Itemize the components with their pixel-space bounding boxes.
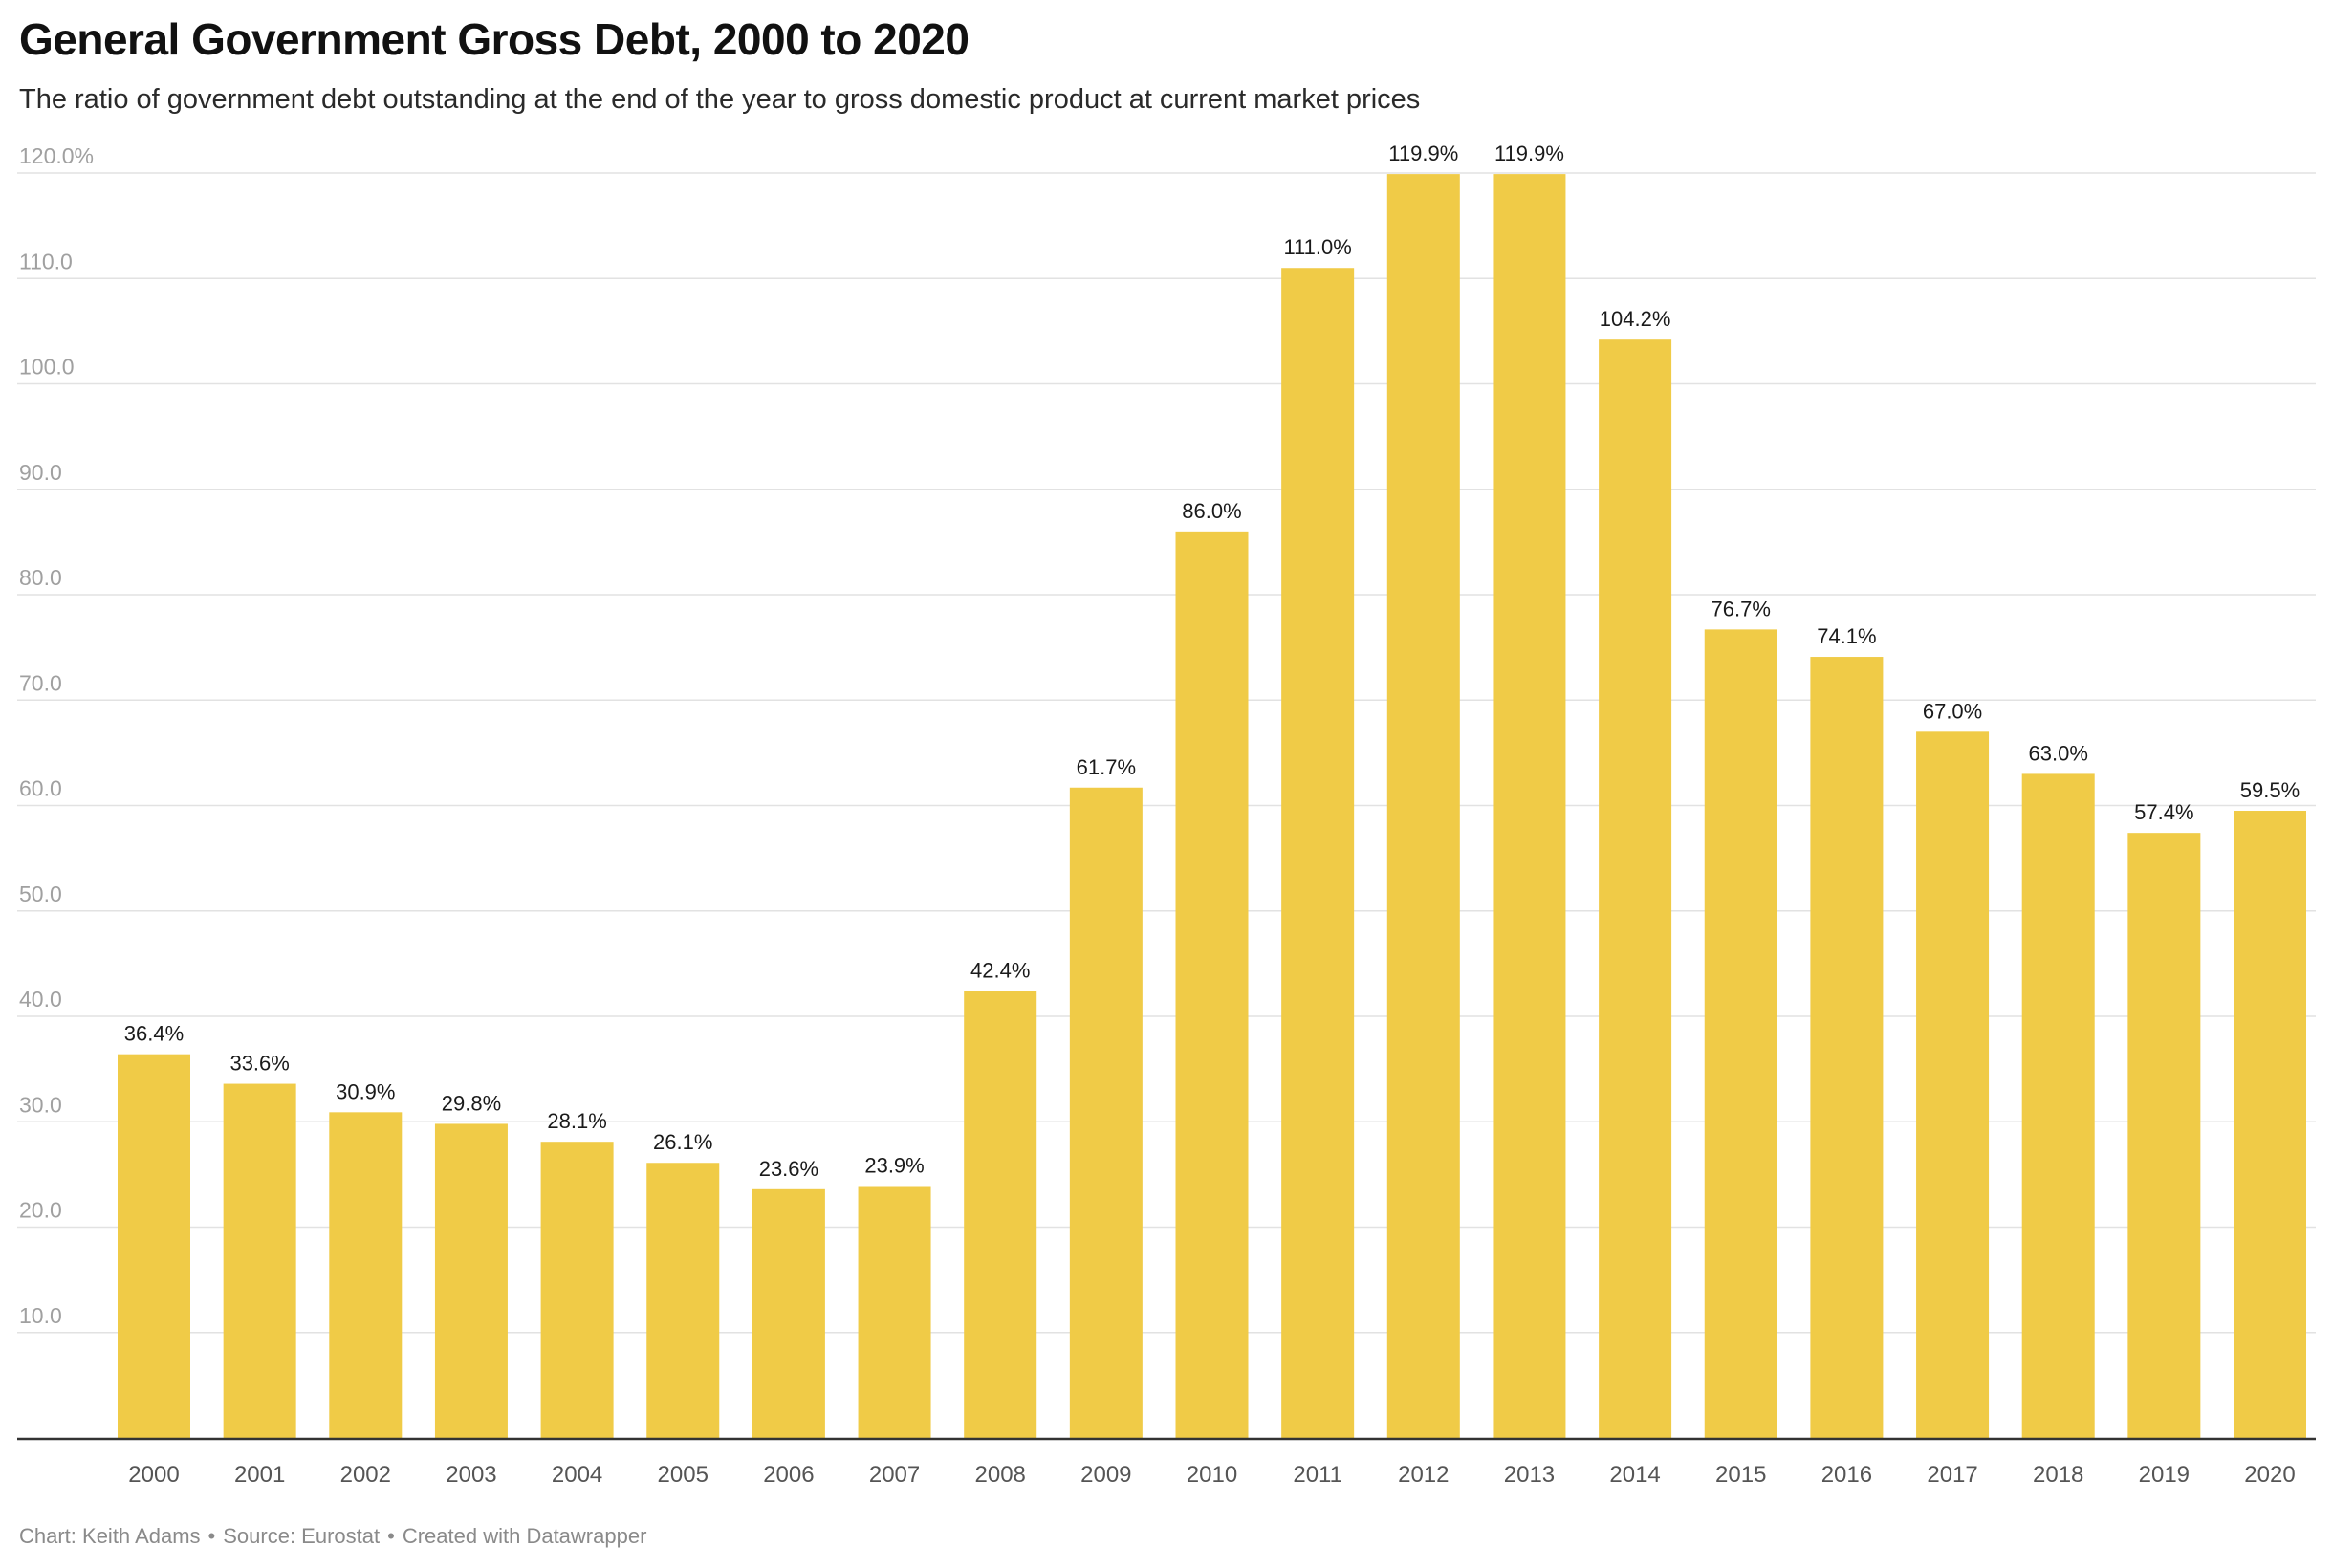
y-tick-label: 30.0 (19, 1092, 62, 1117)
y-tick-label: 100.0 (19, 355, 75, 380)
x-tick-label: 2020 (2244, 1462, 2295, 1488)
y-tick-label: 20.0 (19, 1198, 62, 1223)
y-tick-label: 10.0 (19, 1303, 62, 1328)
bar-value-label: 26.1% (653, 1130, 712, 1154)
bar-value-label: 30.9% (336, 1079, 395, 1103)
x-tick-label: 2001 (234, 1462, 285, 1488)
bar (1704, 629, 1777, 1438)
footer-credit: Created with Datawrapper (402, 1524, 647, 1548)
bar (1493, 174, 1566, 1438)
bar-value-label: 63.0% (2029, 741, 2088, 765)
bar-value-label: 61.7% (1077, 755, 1136, 779)
x-tick-label: 2016 (1821, 1462, 1872, 1488)
bar-value-label: 28.1% (547, 1109, 606, 1133)
bar-value-label: 111.0% (1283, 235, 1351, 259)
bar (434, 1123, 508, 1438)
bar-value-label: 119.9% (1388, 142, 1458, 165)
x-tick-label: 2014 (1609, 1462, 1660, 1488)
bar-value-label: 57.4% (2134, 800, 2193, 824)
y-tick-label: 70.0 (19, 670, 62, 695)
x-tick-label: 2002 (340, 1462, 391, 1488)
x-tick-label: 2015 (1715, 1462, 1766, 1488)
bar (1599, 339, 1672, 1438)
bar (1386, 174, 1460, 1438)
bar (540, 1142, 614, 1438)
y-tick-label: 40.0 (19, 987, 62, 1012)
bar (1916, 731, 1990, 1438)
footer-separator: • (207, 1524, 216, 1548)
x-tick-label: 2012 (1398, 1462, 1449, 1488)
bar (329, 1112, 403, 1438)
x-tick-label: 2008 (975, 1462, 1026, 1488)
bar-value-label: 67.0% (1923, 699, 1982, 723)
bar-value-label: 74.1% (1817, 624, 1876, 648)
bar (2021, 773, 2095, 1438)
y-tick-label: 110.0 (19, 249, 73, 273)
footer-author: Chart: Keith Adams (19, 1524, 201, 1548)
x-tick-label: 2011 (1293, 1462, 1342, 1488)
x-axis-tick-labels: 2000 2001 2002 2003 2004 2005 2006 2007 2008 2009… (128, 1462, 2295, 1488)
x-tick-label: 2000 (128, 1462, 179, 1488)
x-tick-label: 2017 (1927, 1462, 1977, 1488)
chart-footer: Chart: Keith Adams • Source: Eurostat • Crea… (19, 1524, 646, 1549)
bar-value-label: 33.6% (229, 1052, 289, 1076)
x-tick-label: 2009 (1080, 1462, 1131, 1488)
y-tick-label: 50.0 (19, 882, 62, 906)
bar (223, 1083, 296, 1438)
y-tick-label: 120.0% (19, 143, 94, 168)
bar (1810, 657, 1884, 1438)
footer-source: Source: Eurostat (223, 1524, 381, 1548)
bar (1069, 787, 1143, 1438)
bar-value-label: 36.4% (124, 1022, 184, 1046)
bar (964, 991, 1037, 1438)
x-tick-label: 2019 (2139, 1462, 2190, 1488)
chart-title: General Government Gross Debt, 2000 to 2… (19, 14, 970, 64)
bar-value-label: 23.6% (759, 1157, 818, 1181)
y-axis-tick-labels: 10.0 20.0 30.0 40.0 50.0 60.0 70.0 80.0 90.0 100.… (19, 143, 94, 1328)
x-tick-label: 2018 (2033, 1462, 2083, 1488)
x-tick-label: 2013 (1504, 1462, 1555, 1488)
bar (118, 1054, 190, 1438)
bar (646, 1163, 720, 1438)
bar-value-label: 29.8% (442, 1091, 501, 1115)
footer-separator: • (387, 1524, 395, 1548)
bar-value-label: 119.9% (1494, 142, 1564, 165)
bars (118, 174, 2306, 1439)
bar (752, 1188, 825, 1438)
bar-value-label: 23.9% (864, 1154, 924, 1178)
x-tick-label: 2007 (869, 1462, 920, 1488)
x-tick-label: 2006 (763, 1462, 814, 1488)
bar (2127, 833, 2201, 1438)
y-tick-label: 80.0 (19, 565, 62, 590)
value-labels: 36.4% 33.6% 30.9% 29.8% 28.1% 26.1% 23.6% 23.9%… (124, 142, 2300, 1181)
x-tick-label: 2010 (1187, 1462, 1237, 1488)
y-tick-label: 90.0 (19, 460, 62, 485)
x-tick-label: 2004 (552, 1462, 602, 1488)
bar-value-label: 104.2% (1600, 307, 1671, 331)
bar-value-label: 42.4% (970, 959, 1030, 983)
bar (858, 1186, 931, 1438)
bar-value-label: 86.0% (1182, 499, 1241, 523)
bar (2234, 811, 2306, 1438)
bar (1175, 531, 1249, 1438)
bar-value-label: 76.7% (1712, 597, 1771, 621)
y-tick-label: 60.0 (19, 776, 62, 801)
bar (1281, 268, 1355, 1439)
bar-value-label: 59.5% (2240, 778, 2300, 802)
x-tick-label: 2005 (658, 1462, 709, 1488)
x-tick-label: 2003 (446, 1462, 496, 1488)
chart-subtitle: The ratio of government debt outstanding… (19, 84, 1421, 115)
